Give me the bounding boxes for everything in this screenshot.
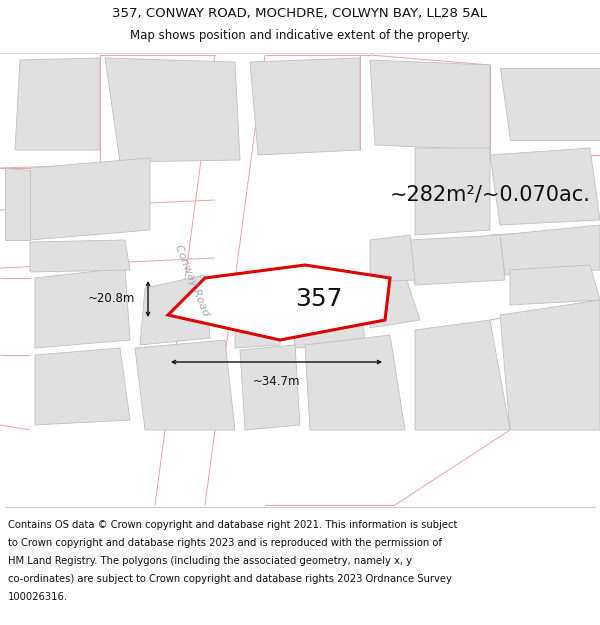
Polygon shape	[410, 235, 505, 285]
Text: to Crown copyright and database rights 2023 and is reproduced with the permissio: to Crown copyright and database rights 2…	[8, 538, 442, 548]
Polygon shape	[105, 58, 240, 162]
Polygon shape	[30, 240, 130, 272]
Text: 357, CONWAY ROAD, MOCHDRE, COLWYN BAY, LL28 5AL: 357, CONWAY ROAD, MOCHDRE, COLWYN BAY, L…	[113, 8, 487, 21]
Polygon shape	[15, 58, 100, 150]
Polygon shape	[415, 148, 490, 235]
Polygon shape	[5, 168, 30, 240]
Polygon shape	[168, 265, 390, 340]
Polygon shape	[135, 340, 235, 430]
Text: co-ordinates) are subject to Crown copyright and database rights 2023 Ordnance S: co-ordinates) are subject to Crown copyr…	[8, 574, 452, 584]
Polygon shape	[370, 60, 490, 150]
Polygon shape	[30, 158, 150, 240]
Polygon shape	[140, 275, 210, 345]
Polygon shape	[370, 235, 415, 282]
Polygon shape	[490, 148, 600, 225]
Polygon shape	[250, 58, 360, 155]
Text: ~34.7m: ~34.7m	[253, 375, 301, 388]
Text: Contains OS data © Crown copyright and database right 2021. This information is : Contains OS data © Crown copyright and d…	[8, 520, 457, 530]
Text: 357: 357	[295, 288, 343, 311]
Polygon shape	[305, 335, 405, 430]
Polygon shape	[290, 285, 365, 348]
Text: ~20.8m: ~20.8m	[88, 292, 135, 306]
Polygon shape	[370, 275, 420, 328]
Polygon shape	[500, 300, 600, 430]
Text: Conway Road: Conway Road	[173, 243, 211, 317]
Polygon shape	[35, 268, 130, 348]
Polygon shape	[500, 68, 600, 140]
Polygon shape	[500, 225, 600, 275]
Polygon shape	[240, 345, 300, 430]
Polygon shape	[35, 348, 130, 425]
Polygon shape	[235, 288, 280, 348]
Polygon shape	[415, 320, 510, 430]
Text: ~282m²/~0.070ac.: ~282m²/~0.070ac.	[390, 185, 591, 205]
Text: 100026316.: 100026316.	[8, 592, 68, 602]
Text: HM Land Registry. The polygons (including the associated geometry, namely x, y: HM Land Registry. The polygons (includin…	[8, 556, 412, 566]
Polygon shape	[510, 265, 600, 305]
Text: Map shows position and indicative extent of the property.: Map shows position and indicative extent…	[130, 29, 470, 42]
